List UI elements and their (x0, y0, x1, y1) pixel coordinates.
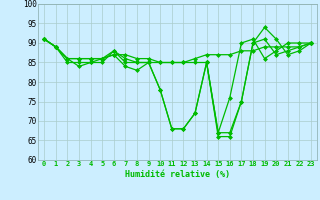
X-axis label: Humidité relative (%): Humidité relative (%) (125, 170, 230, 179)
